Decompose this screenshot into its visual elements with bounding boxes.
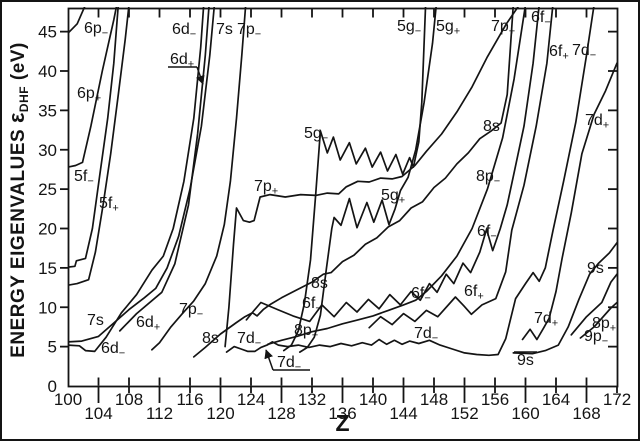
curve-7p+ bbox=[224, 7, 519, 348]
curve-5f+ bbox=[68, 7, 130, 287]
curve-label-7s: 7s bbox=[87, 312, 104, 329]
x-tick-label: 168 bbox=[572, 404, 600, 423]
x-tick-label: 144 bbox=[389, 404, 417, 423]
y-tick-label: 5 bbox=[48, 338, 57, 357]
curve-label-5g-: 5g− bbox=[397, 18, 421, 38]
x-tick-label: 100 bbox=[54, 390, 82, 409]
curve-6f+ bbox=[368, 7, 554, 329]
curve-label-7p-: 7p− bbox=[179, 301, 203, 321]
curve-label-7p+: 7p+ bbox=[254, 178, 278, 198]
curve-label-7d-: 7d− bbox=[277, 354, 301, 374]
curve-label-9s: 9s bbox=[587, 260, 604, 277]
x-tick-label: 104 bbox=[84, 404, 112, 423]
x-tick-label: 116 bbox=[176, 390, 203, 409]
curve-label-6f-: 6f− bbox=[531, 9, 551, 29]
x-tick-label: 108 bbox=[115, 390, 143, 409]
y-tick-label: 20 bbox=[38, 220, 57, 239]
curve-9s bbox=[512, 241, 618, 355]
curve-6d- bbox=[68, 7, 205, 353]
x-tick-label: 124 bbox=[237, 390, 265, 409]
curve-label-9p-: 9p− bbox=[584, 328, 608, 348]
curve-7d+ bbox=[521, 62, 618, 341]
curve-label-7p+: 7p+ bbox=[491, 18, 515, 38]
curve-label-8p-: 8p− bbox=[476, 168, 500, 188]
curve-label-8p+: 8p+ bbox=[592, 315, 616, 335]
curve-label-7d+: 7d+ bbox=[534, 310, 558, 330]
x-tick-label: 148 bbox=[420, 390, 448, 409]
y-tick-label: 30 bbox=[38, 141, 57, 160]
curve-label-6d+: 6d+ bbox=[170, 51, 194, 71]
curve-labels-group: 6p− 6d− 7s 7p− 5g− 5g+ 7p+6f−6f+ 7d−7d+6p+6d+5f… bbox=[74, 9, 616, 374]
curve-7p- bbox=[151, 7, 247, 351]
curve-label-8s: 8s bbox=[483, 118, 500, 135]
curve-label-6f+: 6f+ bbox=[549, 43, 569, 63]
x-tick-label: 160 bbox=[511, 404, 539, 423]
y-tick-label: 10 bbox=[38, 298, 57, 317]
curve-label-6d-: 6d− bbox=[101, 340, 125, 360]
y-tick-label: 35 bbox=[38, 101, 57, 120]
x-axis-title: Z bbox=[335, 410, 349, 436]
x-tick-label: 140 bbox=[359, 390, 387, 409]
curve-label-6p+: 6p+ bbox=[77, 85, 101, 105]
y-tick-label: 40 bbox=[38, 62, 57, 81]
curve-9p- bbox=[579, 301, 618, 339]
curve-label-6d+: 6d+ bbox=[136, 314, 160, 334]
x-tick-label: 120 bbox=[206, 404, 234, 423]
curve-7s bbox=[68, 7, 216, 343]
x-tick-label: 132 bbox=[298, 390, 326, 409]
curve-label-5g-: 5g− bbox=[304, 125, 328, 145]
curve-5g+ bbox=[298, 7, 437, 353]
curve-label-7d-: 7d− bbox=[237, 330, 261, 350]
curve-label-6f+: 6f+ bbox=[464, 283, 484, 303]
curve-label-8s: 8s bbox=[311, 275, 328, 292]
x-tick-label: 128 bbox=[267, 404, 295, 423]
curve-label-6f-: 6f− bbox=[302, 295, 322, 315]
curve-label-6d-: 6d− bbox=[172, 21, 196, 41]
curve-6p- bbox=[68, 7, 86, 35]
curve-label-8s: 8s bbox=[202, 330, 219, 347]
curve-label-8p-: 8p− bbox=[294, 322, 318, 342]
x-tick-label: 156 bbox=[481, 390, 509, 409]
curve-label-6f-: 6f− bbox=[411, 285, 431, 305]
y-tick-label: 45 bbox=[38, 23, 57, 42]
curve-label-7p-: 7p− bbox=[237, 21, 261, 41]
curve-label-5f-: 5f− bbox=[74, 168, 94, 188]
curve-8p+ bbox=[570, 273, 618, 336]
curve-label-6p-: 6p− bbox=[84, 20, 108, 40]
curve-7d- bbox=[225, 7, 595, 357]
y-tick-label: 15 bbox=[38, 259, 57, 278]
curve-5f- bbox=[68, 7, 119, 268]
curve-label-7d-: 7d− bbox=[572, 42, 596, 62]
x-tick-label: 172 bbox=[603, 390, 631, 409]
curve-label-7d-: 7d− bbox=[414, 325, 438, 345]
y-tick-label: 0 bbox=[48, 377, 57, 396]
curve-label-7s: 7s bbox=[216, 21, 233, 38]
y-axis-title: ENERGY EIGENVALUES εDHF (eV) bbox=[4, 42, 31, 358]
curve-label-5g+: 5g+ bbox=[436, 18, 460, 38]
curve-6f- bbox=[245, 7, 540, 323]
axis-titles-group: Z ENERGY EIGENVALUES εDHF (eV) bbox=[4, 42, 350, 436]
x-tick-label: 136 bbox=[328, 404, 356, 423]
annotation-arrow-7d-minus-pointer bbox=[264, 349, 274, 371]
curve-5g- bbox=[282, 7, 427, 352]
ticks-group bbox=[60, 8, 618, 403]
curve-label-5f+: 5f+ bbox=[99, 195, 119, 215]
series-group bbox=[68, 7, 618, 358]
curve-6p+ bbox=[68, 7, 118, 168]
annotation-arrow-6d-plus-pointer bbox=[196, 66, 205, 85]
curve-label-5g+: 5g+ bbox=[381, 187, 405, 207]
x-tick-label: 112 bbox=[146, 404, 173, 423]
curve-label-7d+: 7d+ bbox=[585, 112, 609, 132]
curve-8p- bbox=[266, 7, 527, 346]
curve-6d+ bbox=[118, 7, 210, 332]
x-tick-label: 152 bbox=[450, 404, 478, 423]
curve-label-6f-: 6f− bbox=[477, 223, 497, 243]
curve-label-9s: 9s bbox=[517, 352, 534, 369]
y-tick-label: 25 bbox=[38, 180, 57, 199]
x-tick-label: 164 bbox=[542, 390, 570, 409]
